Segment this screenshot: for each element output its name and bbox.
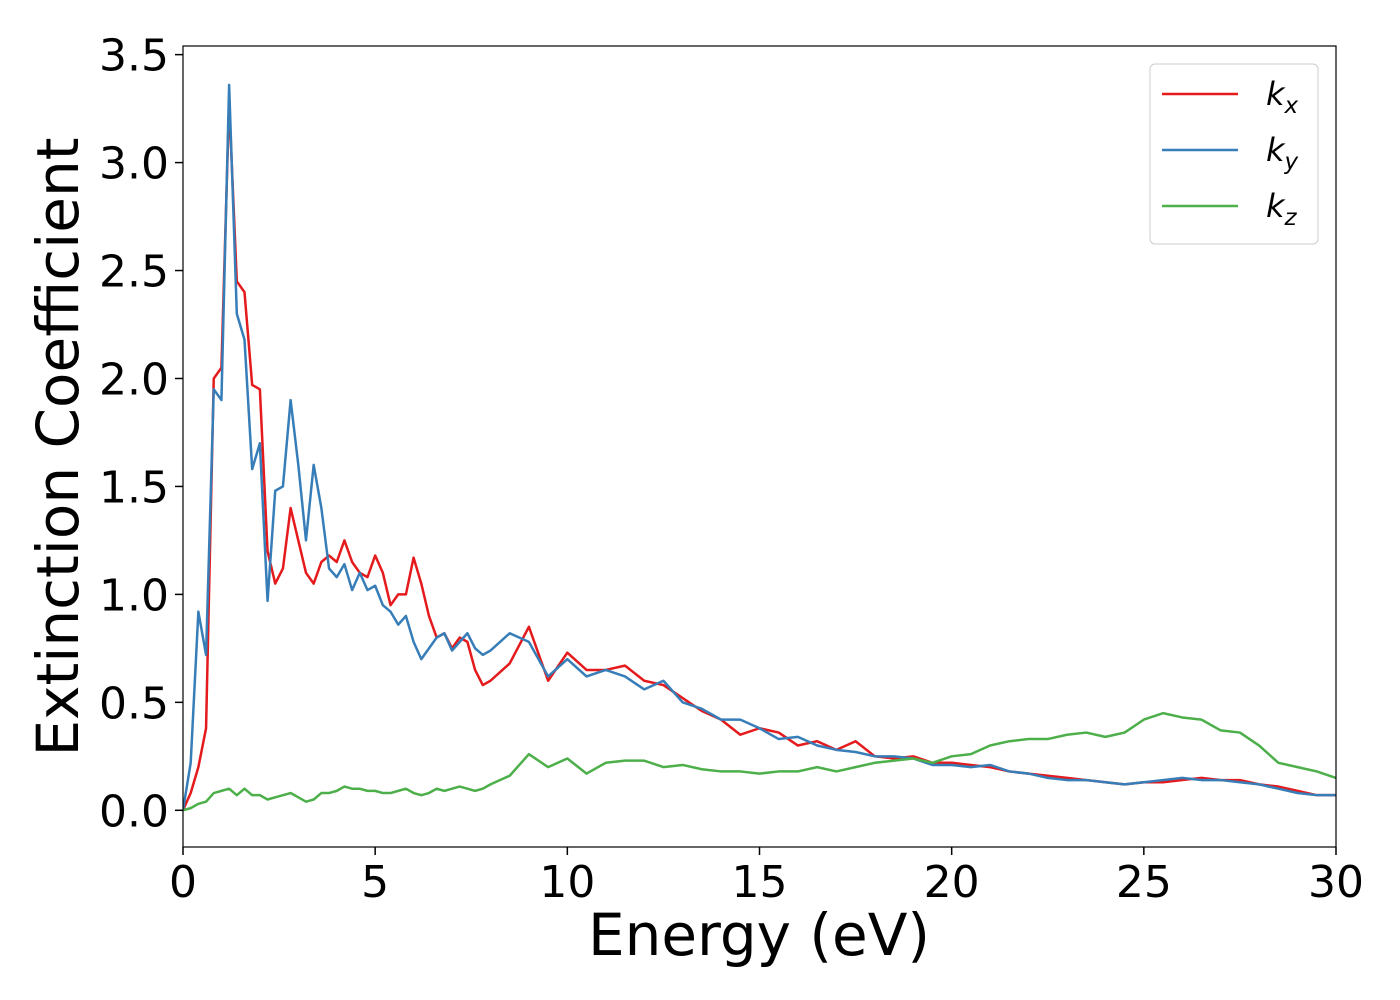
series-line xyxy=(183,100,1336,811)
legend-label: kx xyxy=(1266,75,1299,119)
x-tick-label: 30 xyxy=(1308,857,1364,908)
y-tick-label: 2.5 xyxy=(99,247,169,298)
x-tick-label: 15 xyxy=(732,857,788,908)
y-tick-label: 1.5 xyxy=(99,462,169,513)
x-tick-label: 20 xyxy=(924,857,980,908)
y-axis-label: Extinction Coefficient xyxy=(24,138,92,757)
x-tick-label: 10 xyxy=(539,857,595,908)
series-line xyxy=(183,83,1336,811)
y-tick-label: 3.5 xyxy=(99,31,169,82)
legend-label: kz xyxy=(1266,187,1298,231)
x-axis-label: Energy (eV) xyxy=(588,901,930,969)
y-tick-label: 0.5 xyxy=(99,678,169,729)
x-tick-label: 0 xyxy=(169,857,197,908)
series-line xyxy=(183,711,1336,812)
x-tick-label: 25 xyxy=(1116,857,1172,908)
y-tick-label: 1.0 xyxy=(99,570,169,621)
legend-box xyxy=(1149,63,1319,245)
plot-frame xyxy=(182,45,1337,848)
y-tick-label: 2.0 xyxy=(99,354,169,405)
legend-label: ky xyxy=(1266,131,1299,175)
y-tick-label: 0.0 xyxy=(99,786,169,837)
y-tick-label: 3.0 xyxy=(99,139,169,190)
x-tick-label: 5 xyxy=(361,857,389,908)
